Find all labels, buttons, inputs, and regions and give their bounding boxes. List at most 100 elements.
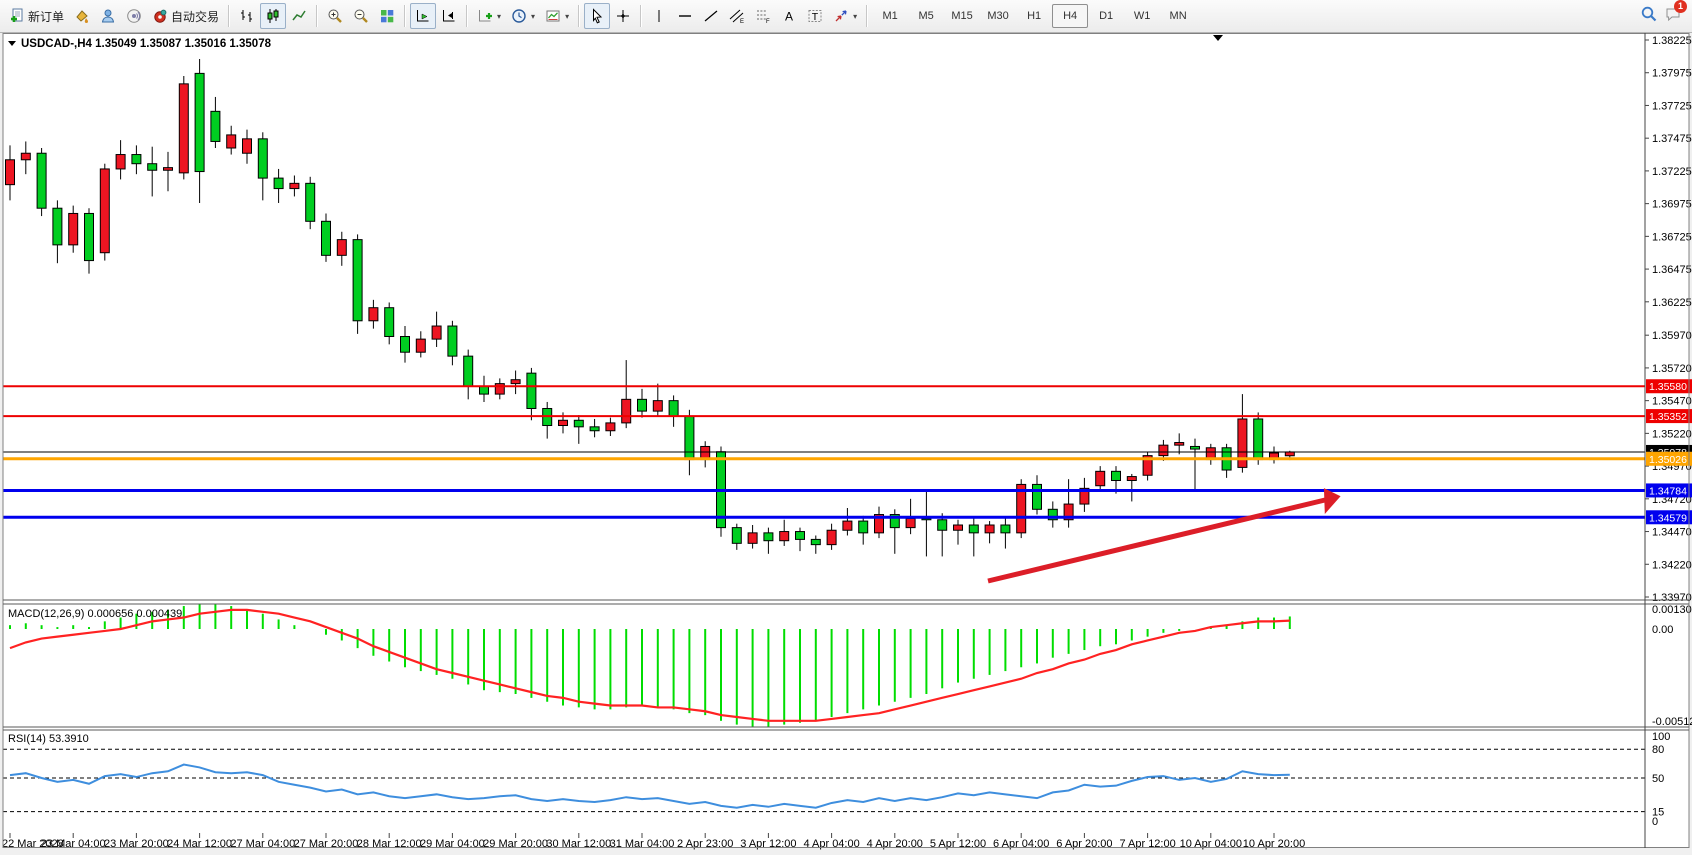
fib-icon: F — [755, 8, 771, 24]
candlestick-mode-button[interactable] — [260, 3, 287, 29]
candle-body — [321, 220, 331, 256]
candle-body — [1126, 476, 1137, 481]
candle-body — [652, 400, 663, 412]
time-tick-label: 29 Mar 04:00 — [420, 838, 485, 850]
chevron-down-icon[interactable]: ▾ — [531, 11, 536, 21]
bar-chart-mode-button[interactable] — [234, 3, 260, 29]
toolbar: 新订单 自动交易 ▾ ▾ ▾ E F A T ▾ M1 M5 M15 M30 H1 H4 D1 W1 MN 1 — [0, 0, 1692, 33]
timeframe-m5-button[interactable]: M5 — [918, 10, 934, 22]
arrows-icon — [833, 8, 849, 24]
candle-body — [84, 212, 94, 262]
candle-body — [810, 538, 821, 546]
toolbar-separator — [228, 5, 231, 27]
svg-text:F: F — [766, 19, 770, 24]
chart-background — [3, 33, 1689, 848]
macd-signal-line — [9, 608, 1290, 722]
symbol-dropdown-icon[interactable] — [8, 41, 16, 46]
candle-body — [637, 398, 647, 412]
candle-body — [1190, 445, 1200, 450]
scroll-marker[interactable] — [1213, 35, 1223, 41]
candle-body — [36, 152, 47, 209]
periods-button[interactable]: ▾ — [506, 3, 540, 29]
timeframe-h1-button[interactable]: H1 — [1027, 10, 1042, 22]
toolbar-separator — [578, 5, 581, 27]
main-price-panel[interactable]: USDCAD-,H4 1.35049 1.35087 1.35016 1.350… — [3, 35, 1645, 584]
price-tick-label: 1.34220 — [1652, 559, 1692, 571]
timeframe-m30-button[interactable]: M30 — [987, 10, 1009, 22]
trend-arrow-shaft[interactable] — [987, 497, 1326, 584]
time-tick-label: 27 Mar 04:00 — [230, 838, 295, 850]
chevron-down-icon[interactable]: ▾ — [497, 11, 502, 21]
equidistant-channel-button[interactable]: E — [724, 3, 750, 29]
zoom-out-button[interactable] — [348, 3, 374, 29]
chart-shift-button[interactable] — [436, 3, 462, 29]
fibonacci-button[interactable]: F — [750, 3, 776, 29]
toolbar-right: 1 — [1640, 0, 1688, 28]
price-tick-label: 1.35970 — [1652, 330, 1692, 342]
rsi-panel[interactable]: RSI(14) 53.3910 — [3, 733, 1645, 813]
chevron-down-icon[interactable]: ▾ — [853, 11, 858, 21]
text-label-button[interactable]: T — [802, 3, 828, 29]
time-tick-label: 10 Apr 04:00 — [1180, 838, 1242, 850]
horizontal-line-button[interactable] — [672, 3, 698, 29]
profile-button[interactable] — [95, 3, 121, 29]
line-chart-mode-button[interactable] — [286, 3, 312, 29]
template-icon — [545, 8, 561, 24]
zoom-in-button[interactable] — [322, 3, 348, 29]
time-tick-label: 23 Mar 04:00 — [41, 838, 106, 850]
rsi-axis-label: 15 — [1652, 807, 1664, 819]
cursor-button[interactable] — [584, 3, 611, 29]
candle-body — [494, 383, 505, 395]
price-axis[interactable]: 1.38225 1.37975 1.37725 1.37475 1.37225 1.369… — [1645, 35, 1692, 828]
chevron-down-icon[interactable]: ▾ — [565, 11, 570, 21]
timeframe-mn-button[interactable]: MN — [1169, 10, 1187, 22]
candle-body — [5, 159, 15, 186]
timeframe-m15-button[interactable]: M15 — [951, 10, 973, 22]
macd-panel[interactable]: MACD(12,26,9) 0.000656 0.000439 — [8, 604, 1291, 727]
candles — [5, 58, 1295, 557]
candle-body — [1032, 483, 1042, 510]
candle-body — [1253, 418, 1264, 461]
candle-body — [905, 517, 916, 529]
time-tick-label: 2 Apr 23:00 — [677, 838, 733, 850]
candle-body — [747, 532, 758, 544]
arrows-button[interactable]: ▾ — [828, 3, 862, 29]
vertical-line-button[interactable] — [646, 3, 672, 29]
trendline-button[interactable] — [698, 3, 724, 29]
price-tick-label: 1.35220 — [1652, 428, 1692, 440]
price-tick-label: 1.36475 — [1652, 264, 1692, 276]
candle-body — [368, 307, 379, 322]
candle-body — [194, 72, 205, 173]
candle-body — [257, 138, 268, 179]
toolbar-separator — [404, 5, 407, 27]
timeframe-h4-button[interactable]: H4 — [1052, 4, 1089, 28]
price-tick-label: 1.36725 — [1652, 231, 1692, 243]
timeframe-d1-button[interactable]: D1 — [1099, 10, 1114, 22]
crosshair-button[interactable] — [610, 3, 636, 29]
new-order-button[interactable]: 新订单 — [4, 3, 69, 29]
price-flag-1.35580 — [1646, 379, 1692, 394]
profile-icon — [100, 8, 116, 24]
tile-windows-button[interactable] — [374, 3, 400, 29]
timeframe-w1-button[interactable]: W1 — [1133, 10, 1151, 22]
toolbar-separator — [866, 5, 869, 27]
indicators-button[interactable]: ▾ — [472, 3, 506, 29]
chart-canvas[interactable]: USDCAD-,H4 1.35049 1.35087 1.35016 1.350… — [0, 33, 1692, 855]
timeframe-m1-button[interactable]: M1 — [882, 10, 898, 22]
candle-body — [68, 212, 79, 246]
candle-body — [242, 138, 252, 154]
price-flag-label: 1.34784 — [1649, 485, 1687, 497]
styler-button[interactable] — [69, 3, 95, 29]
candle-body — [731, 527, 742, 544]
auto-scroll-button[interactable] — [410, 3, 437, 29]
templates-button[interactable]: ▾ — [540, 3, 574, 29]
sounds-button[interactable] — [121, 3, 147, 29]
price-tick-label: 1.34470 — [1652, 527, 1692, 539]
chat-button[interactable]: 1 — [1664, 0, 1687, 28]
search-button[interactable] — [1640, 5, 1658, 28]
candle-body — [163, 167, 173, 171]
auto-trading-button[interactable]: 自动交易 — [147, 3, 224, 29]
text-button[interactable]: A — [776, 3, 802, 29]
candle-body — [1016, 483, 1027, 534]
